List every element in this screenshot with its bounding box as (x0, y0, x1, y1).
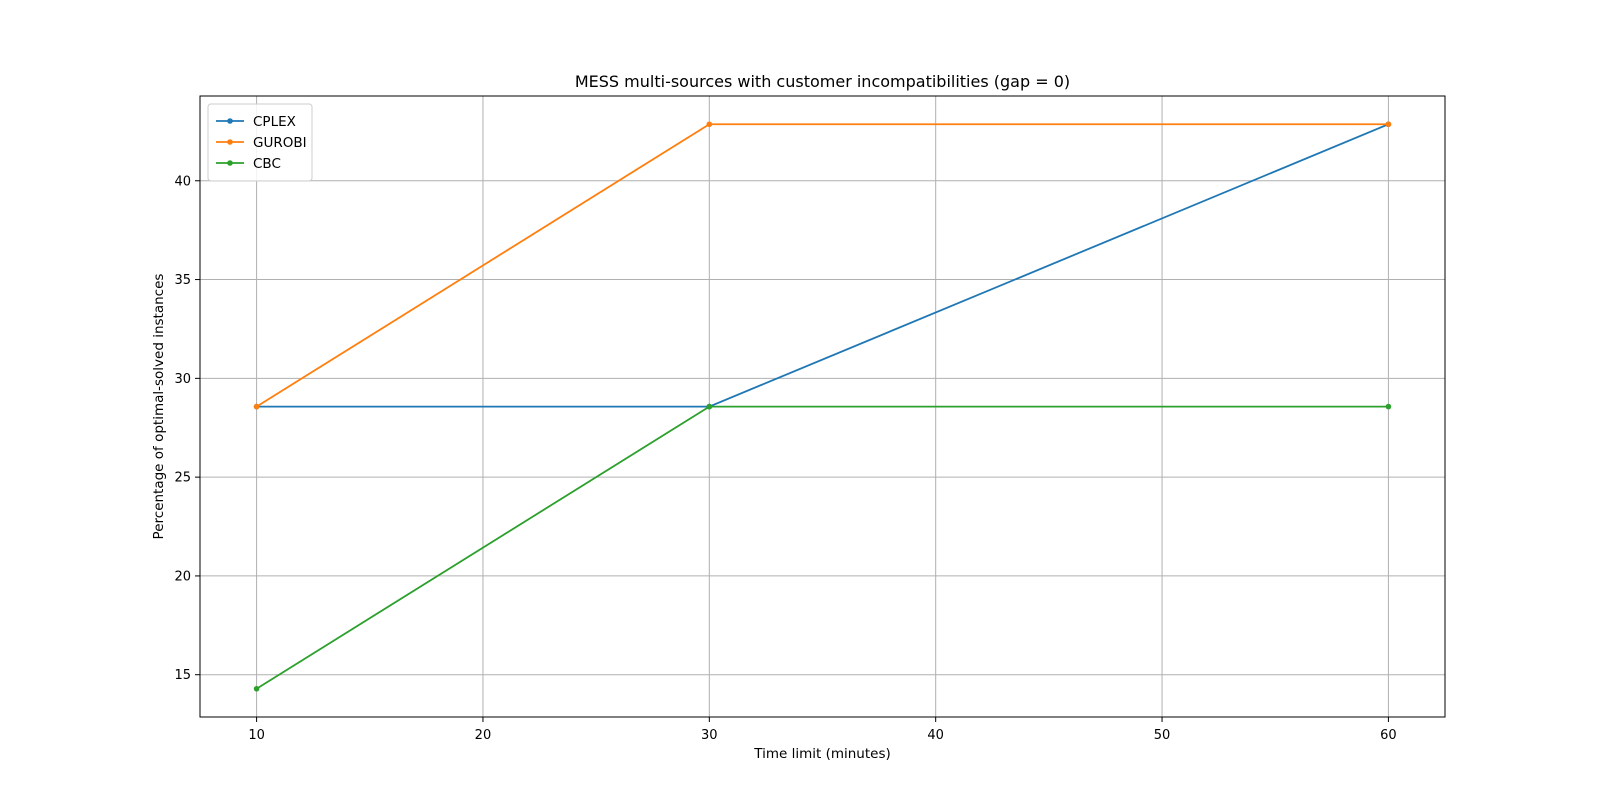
data-point-cbc (253, 685, 260, 692)
y-axis: 15 20 25 30 35 40 (174, 174, 200, 683)
x-axis-label: Time limit (minutes) (753, 746, 891, 762)
x-tick-label: 50 (1154, 728, 1171, 743)
y-tick-label: 30 (174, 372, 191, 387)
chart-title: MESS multi-sources with customer incompa… (575, 72, 1070, 91)
plot-frame (199, 95, 1446, 718)
legend: CPLEX GUROBI CBC (207, 103, 313, 182)
data-point-gurobi (706, 121, 713, 128)
legend-marker-cplex (227, 118, 233, 124)
x-tick-label: 20 (475, 728, 492, 743)
y-tick-label: 25 (174, 471, 191, 486)
legend-label-gurobi: GUROBI (253, 135, 307, 151)
legend-marker-gurobi (227, 139, 233, 145)
legend-label-cbc: CBC (253, 156, 281, 172)
legend-label-cplex: CPLEX (253, 114, 296, 130)
data-point-gurobi (253, 403, 260, 410)
y-tick-label: 40 (174, 174, 191, 189)
data-point-cbc (1385, 403, 1392, 410)
y-tick-label: 20 (174, 569, 191, 584)
x-tick-label: 60 (1380, 728, 1397, 743)
y-tick-label: 35 (174, 273, 191, 288)
legend-marker-cbc (227, 160, 233, 166)
x-axis: 10 20 30 40 50 60 (248, 717, 1397, 743)
y-axis-label: Percentage of optimal-solved instances (151, 274, 167, 540)
data-point-gurobi (1385, 121, 1392, 128)
x-tick-label: 10 (248, 728, 265, 743)
x-tick-label: 40 (927, 728, 944, 743)
x-tick-label: 30 (701, 728, 718, 743)
y-tick-label: 15 (174, 668, 191, 683)
legend-box (207, 103, 313, 182)
series-layer (253, 121, 1392, 692)
data-point-cbc (706, 403, 713, 410)
